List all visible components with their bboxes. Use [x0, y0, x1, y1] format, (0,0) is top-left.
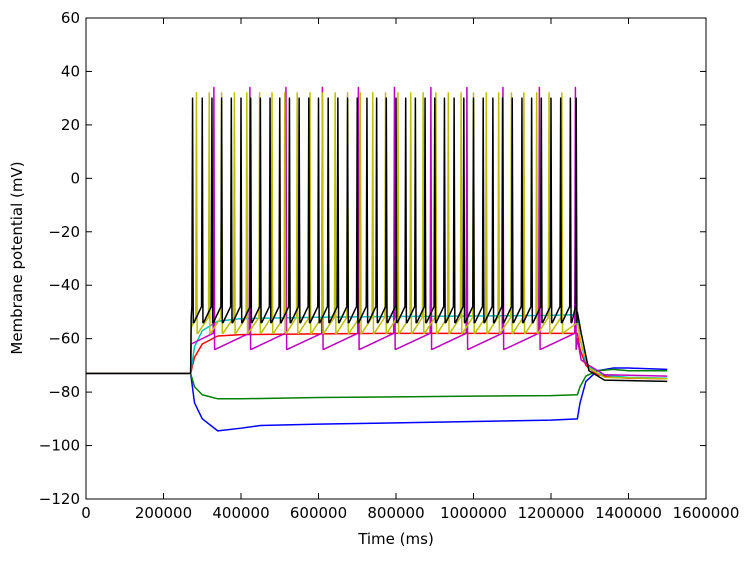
y-tick-label: 20	[61, 116, 80, 134]
series-line-6	[86, 92, 668, 380]
x-tick-label: 200000	[135, 504, 192, 522]
x-tick-label: 1600000	[673, 504, 740, 522]
x-axis-label: Time (ms)	[357, 530, 434, 548]
y-tick-label: −100	[39, 437, 80, 455]
y-tick-label: −60	[48, 330, 80, 348]
x-tick-label: 800000	[367, 504, 424, 522]
y-tick-label: 0	[70, 169, 80, 187]
series-line-7	[86, 97, 668, 383]
x-tick-label: 600000	[290, 504, 347, 522]
y-tick-label: −120	[39, 490, 80, 508]
x-tick-label: 1200000	[518, 504, 585, 522]
ticks-layer: 0 200000 400000 600000 800000 1000000 1200000 1…	[39, 9, 740, 522]
y-axis-label: Membrane potential (mV)	[8, 161, 26, 354]
series-layer	[86, 86, 668, 432]
x-tick-label: 0	[81, 504, 91, 522]
y-tick-label: −20	[48, 223, 80, 241]
y-tick-label: −40	[48, 276, 80, 294]
series-line-2	[86, 368, 668, 400]
x-tick-label: 400000	[212, 504, 269, 522]
y-tick-label: −80	[48, 383, 80, 401]
x-tick-label: 1400000	[595, 504, 662, 522]
y-tick-label: 60	[61, 9, 80, 27]
x-tick-label: 1000000	[440, 504, 507, 522]
y-tick-label: 40	[61, 62, 80, 80]
